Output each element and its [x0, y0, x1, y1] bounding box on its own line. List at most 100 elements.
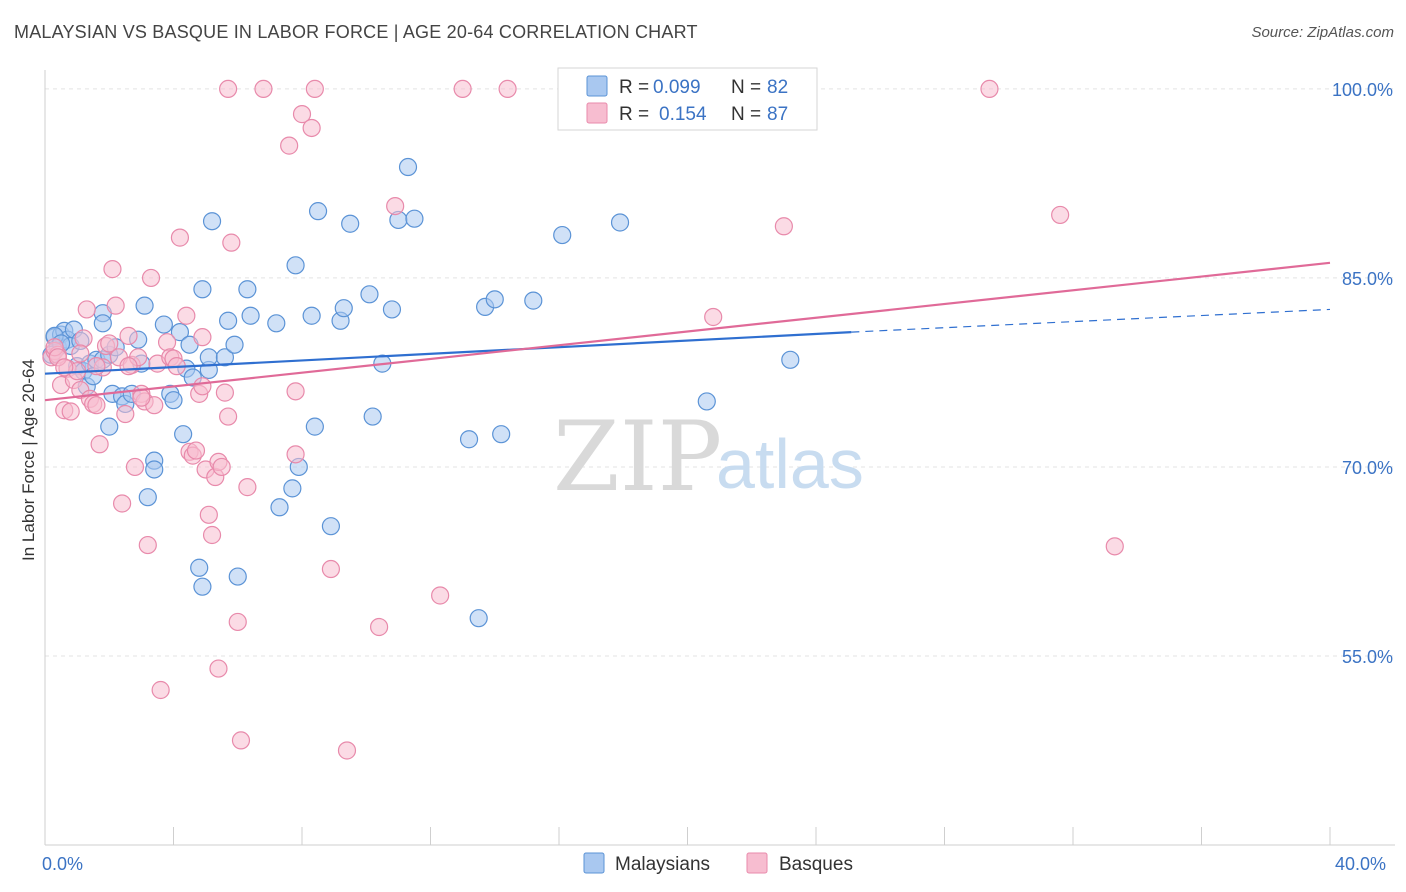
malaysian-point [283, 479, 302, 498]
basque-point [202, 525, 222, 545]
malaysian-point [174, 425, 193, 444]
basque-point [254, 79, 273, 99]
bottom-legend-swatch-basques [746, 852, 768, 874]
legend-swatch-basques [586, 102, 608, 124]
malaysian-point [238, 280, 257, 299]
chart-title: MALAYSIAN VS BASQUE IN LABOR FORCE | AGE… [14, 22, 698, 42]
malaysian-trend-extension [851, 308, 1331, 333]
axes [44, 70, 1395, 846]
basque-point [112, 494, 132, 513]
basque-point [77, 300, 96, 319]
y-tick-label: 100.0% [1332, 80, 1393, 100]
basque-point [292, 105, 312, 124]
basque-point [431, 586, 450, 605]
malaysian-point [202, 212, 222, 231]
series-legend: Malaysians Basques [583, 852, 853, 875]
basque-point [286, 382, 305, 401]
basque-point [231, 731, 251, 750]
malaysian-point [267, 314, 286, 333]
malaysian-point [459, 430, 479, 449]
malaysian-point [100, 417, 119, 436]
basque-point [370, 617, 389, 637]
basque-point [212, 457, 231, 477]
malaysian-point [225, 335, 244, 354]
malaysian-point [164, 391, 183, 410]
legend-swatch-malaysians [586, 75, 608, 97]
malaysian-trend-line [44, 331, 852, 375]
malaysian-point [321, 517, 341, 536]
malaysian-point [241, 306, 260, 325]
basque-point [90, 435, 109, 454]
watermark-zip: ZIP [553, 401, 722, 513]
malaysian-point [781, 350, 800, 369]
source-label: Source: ZipAtlas.com [1251, 24, 1394, 41]
basque-point [106, 296, 125, 315]
malaysian-point [360, 285, 379, 304]
basque-point [386, 196, 405, 216]
malaysian-point [170, 323, 190, 342]
basque-point [193, 377, 212, 396]
x-tick-label-max: 40.0% [1335, 854, 1386, 874]
basque-point [1105, 537, 1124, 556]
basque-point [222, 233, 241, 252]
malaysian-point [697, 392, 716, 411]
malaysian-points [42, 157, 800, 628]
basque-point [219, 407, 238, 426]
malaysian-point [382, 300, 402, 319]
basque-point [774, 217, 793, 236]
basque-point [100, 334, 119, 353]
malaysian-point [193, 280, 212, 299]
basque-point [151, 680, 170, 700]
basque-point [138, 535, 157, 555]
basque-point [186, 441, 206, 460]
malaysian-point [492, 425, 511, 444]
basque-point [980, 79, 999, 99]
y-tick-labels: 55.0% 70.0% 85.0% 100.0% [1332, 80, 1393, 667]
y-axis-label: In Labor Force | Age 20-64 [19, 359, 38, 561]
malaysian-point [286, 256, 305, 275]
malaysian-point [135, 296, 154, 315]
x-tick-label-min: 0.0% [42, 854, 83, 874]
basque-points [42, 79, 1124, 760]
basque-trend-line [44, 261, 1331, 402]
basque-point [1051, 205, 1070, 225]
basque-point [116, 404, 135, 424]
basque-point [103, 260, 122, 279]
basque-point [74, 329, 93, 348]
basque-point [170, 228, 190, 247]
bottom-legend-malaysians: Malaysians [615, 854, 710, 875]
malaysian-point [469, 609, 488, 628]
basque-point [132, 388, 151, 407]
malaysian-point [228, 567, 247, 586]
malaysian-point [145, 460, 164, 479]
malaysian-point [524, 291, 543, 310]
stats-legend: R = 0.099 N = 82 R = 0.154 N = 87 [557, 67, 818, 131]
malaysian-point [93, 314, 112, 333]
basque-point [498, 79, 517, 99]
legend-r-value-basques: 0.154 [659, 104, 707, 125]
malaysian-point [219, 311, 238, 330]
legend-r-label-malaysians: R = [619, 77, 649, 98]
malaysian-point [270, 498, 289, 517]
basque-point [228, 612, 247, 632]
basque-point [321, 559, 341, 579]
basque-point [71, 344, 90, 363]
basque-point [61, 402, 80, 421]
basque-point [305, 79, 324, 99]
basque-point [177, 306, 196, 325]
bottom-legend-basques: Basques [779, 854, 853, 875]
legend-r-value-malaysians: 0.099 [653, 77, 701, 98]
malaysian-point [215, 348, 234, 367]
basque-point [193, 328, 212, 347]
malaysian-point [154, 315, 173, 334]
malaysian-point [334, 299, 353, 318]
gridlines [45, 88, 1395, 657]
malaysian-point [341, 214, 360, 233]
basque-point [238, 478, 257, 497]
legend-r-label-basques: R = [619, 104, 649, 125]
basque-point [157, 333, 177, 352]
malaysian-point [610, 213, 630, 232]
malaysian-point [305, 417, 324, 436]
basque-point [286, 445, 305, 464]
